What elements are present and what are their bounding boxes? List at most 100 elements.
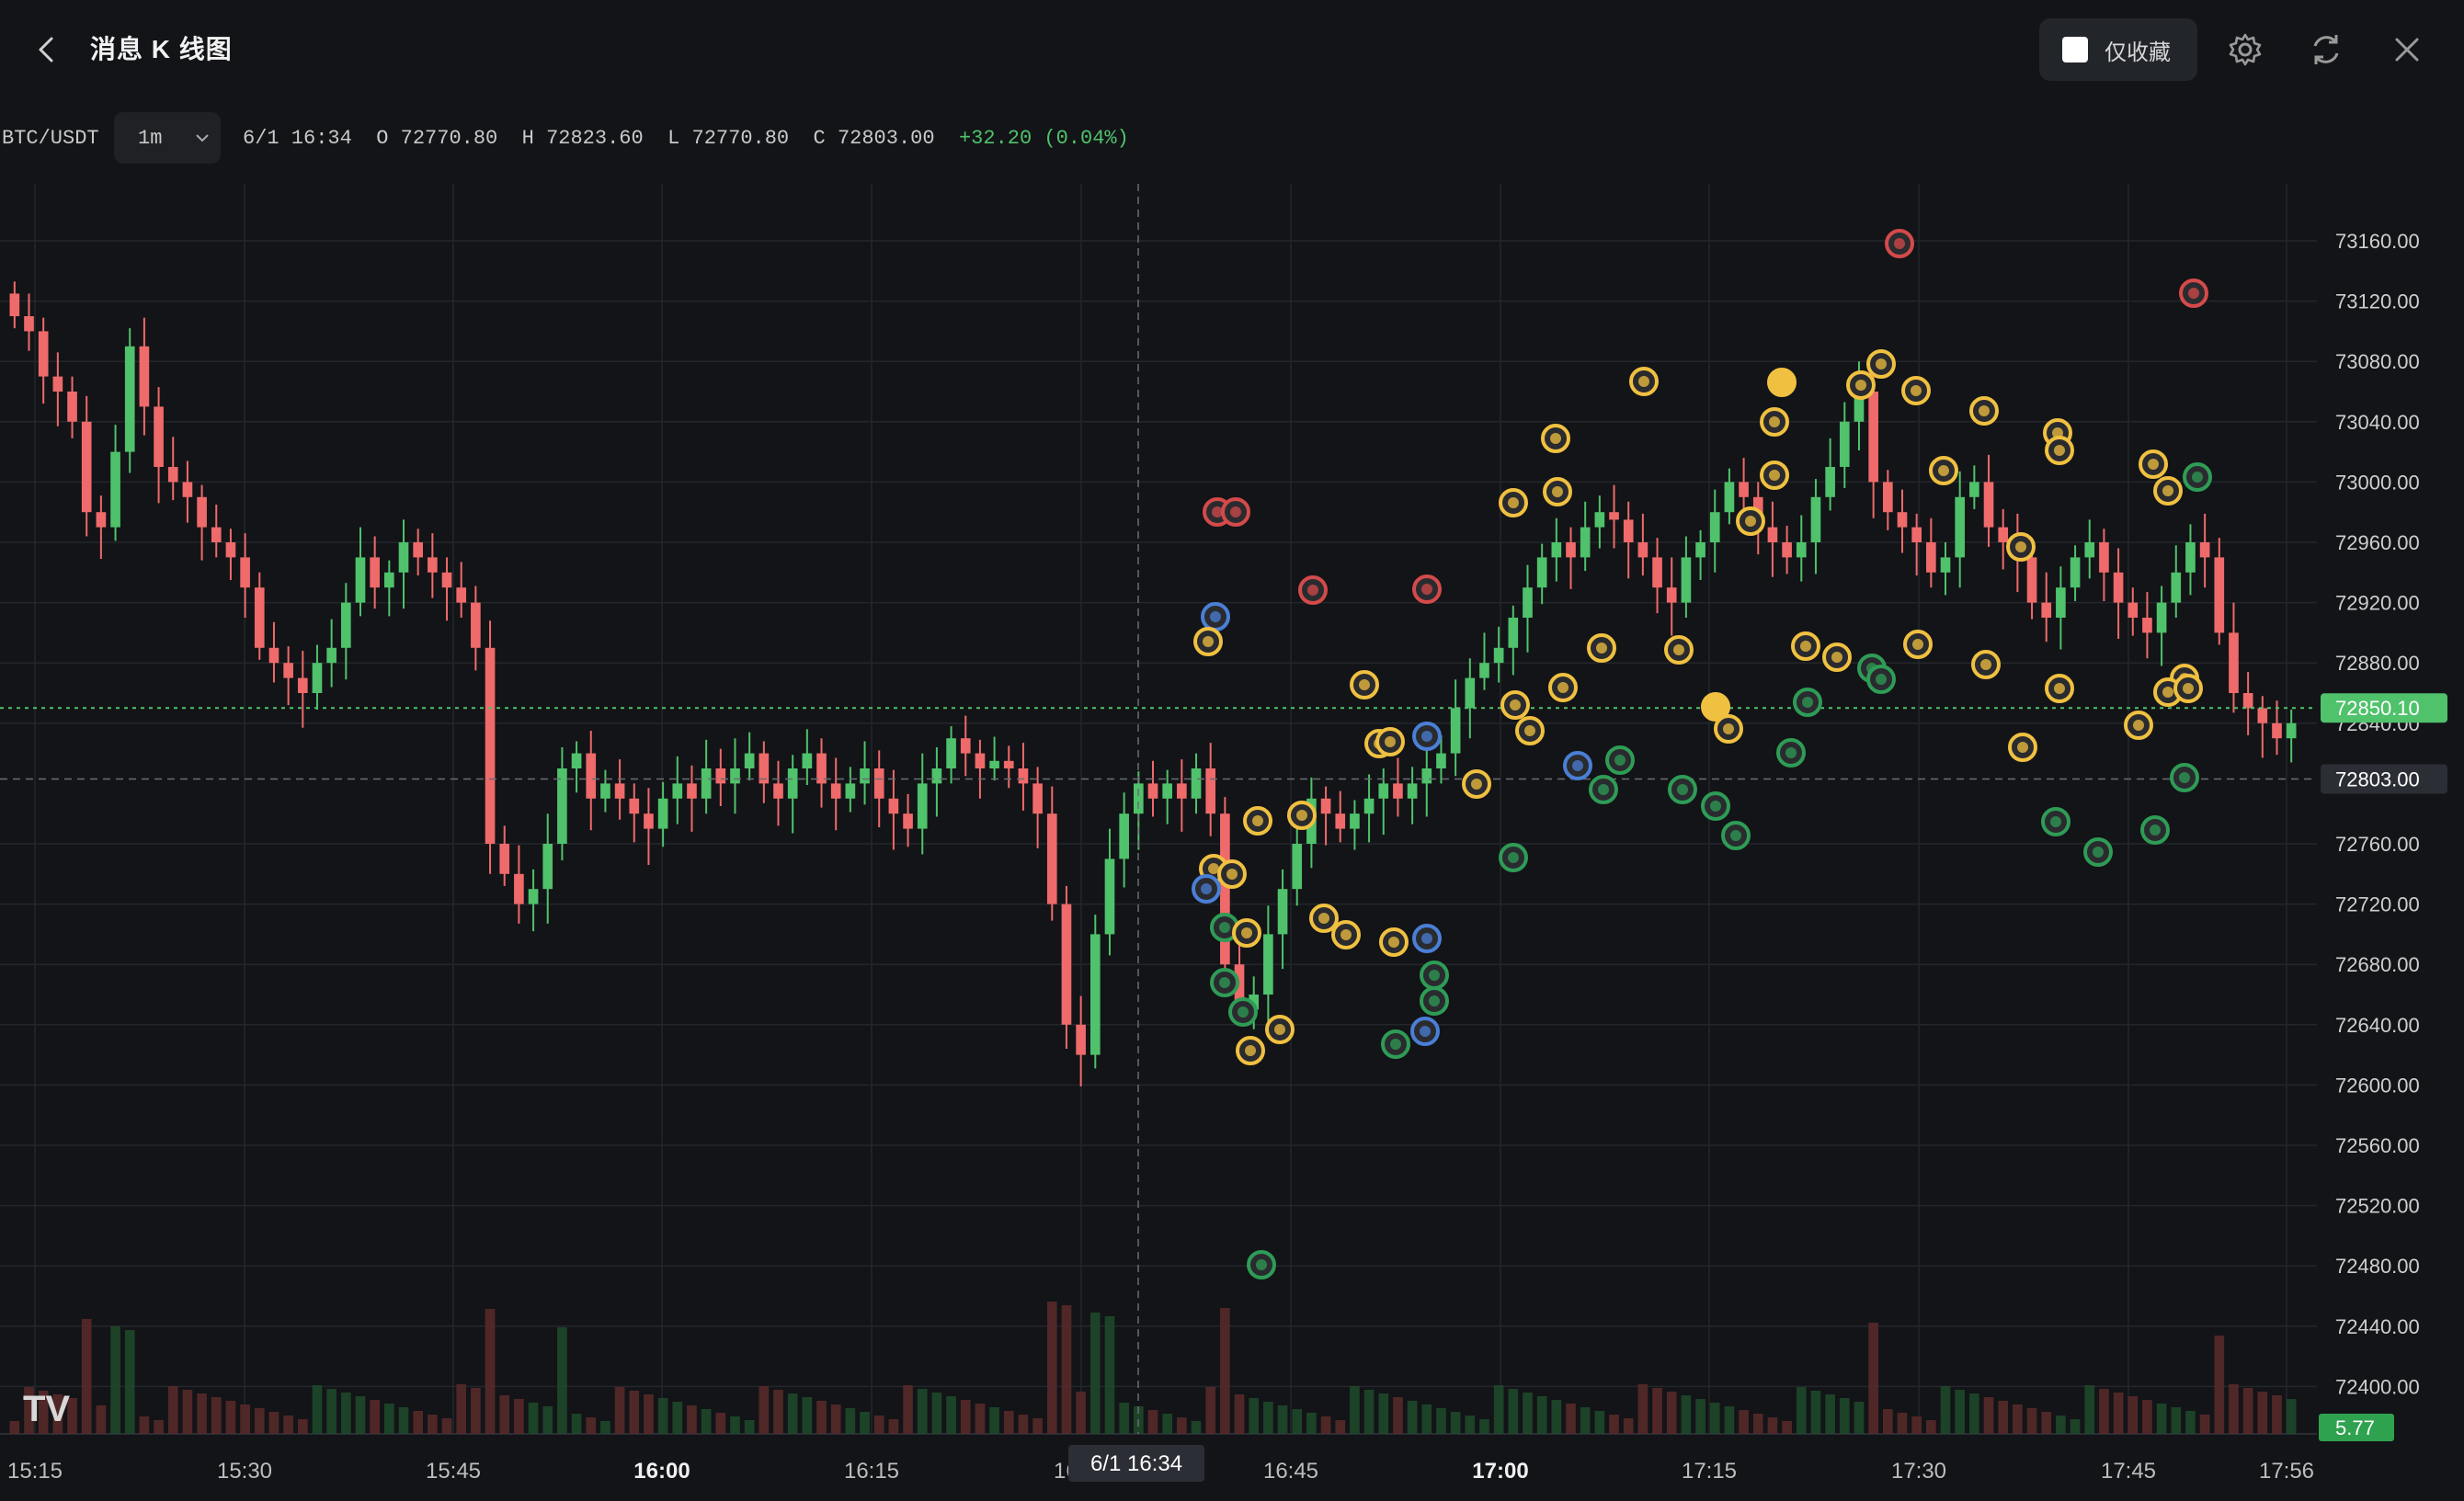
news-marker-dot	[1208, 863, 1219, 874]
candle-body	[1018, 768, 1029, 784]
volume-bar	[1767, 1417, 1778, 1434]
candle-body	[1940, 557, 1951, 573]
volume-bar	[1969, 1393, 1979, 1434]
gear-icon[interactable]	[2225, 29, 2265, 70]
volume-bar	[1162, 1414, 1173, 1434]
volume-bar	[672, 1402, 683, 1434]
x-tick-label: 17:15	[1682, 1459, 1737, 1484]
close-icon[interactable]	[2387, 29, 2427, 70]
news-markers[interactable]	[1192, 229, 2212, 1279]
candle-body	[1868, 392, 1878, 483]
candle-body	[1378, 783, 1389, 799]
candle-body	[124, 346, 135, 452]
volume-bar	[1782, 1421, 1792, 1434]
checkbox[interactable]	[2062, 37, 2088, 63]
chart-canvas[interactable]: 73160.00 73120.00 73080.00 73040.00 73000.00…	[0, 184, 2464, 1496]
volume-bar	[9, 1421, 20, 1434]
candle-body	[2156, 602, 2167, 633]
volume-bar	[312, 1385, 323, 1434]
y-tick-label: 73040.00	[2335, 411, 2420, 434]
volume-bar	[441, 1418, 452, 1434]
x-tick-label: 16:15	[844, 1459, 899, 1484]
change-value: +32.20 (0.04%)	[958, 127, 1129, 150]
volume-bar	[167, 1386, 178, 1434]
refresh-icon[interactable]	[2306, 29, 2346, 70]
candle-body	[1493, 647, 1504, 664]
volume-bar	[1536, 1396, 1547, 1434]
open-value: 72770.80	[400, 127, 498, 150]
volume-bar	[2084, 1385, 2095, 1434]
chevron-left-icon[interactable]	[28, 31, 64, 68]
news-marker-dot	[1723, 723, 1734, 734]
volume-bar	[1089, 1313, 1101, 1434]
news-marker-dot	[1710, 801, 1721, 812]
news-marker-dot	[2148, 459, 2159, 470]
news-marker-dot	[1203, 636, 1214, 647]
candle-body	[182, 482, 193, 497]
volume-bar	[1810, 1391, 1821, 1434]
news-marker-dot	[1508, 852, 1519, 863]
volume-bar	[1479, 1419, 1489, 1434]
volume-bar	[384, 1404, 394, 1434]
volume-bar	[528, 1403, 539, 1434]
news-marker-dot	[2015, 541, 2026, 552]
x-tick-label: 17:45	[2101, 1459, 2156, 1484]
candle-body	[2185, 542, 2196, 573]
favorites-only-toggle[interactable]: 仅收藏	[2039, 18, 2197, 81]
candle-body	[1897, 512, 1908, 528]
candle-body	[1292, 844, 1303, 890]
x-tick-label: 17:00	[1472, 1459, 1528, 1484]
volume-bar	[802, 1397, 813, 1434]
candle-body	[1983, 482, 1994, 528]
news-marker-dot	[2179, 772, 2190, 783]
volume-bar	[456, 1384, 467, 1434]
candle-body	[1998, 527, 2009, 542]
y-tick-label: 72400.00	[2335, 1375, 2420, 1398]
volume-bar	[975, 1404, 986, 1434]
candle-body	[873, 768, 884, 799]
volume-bar	[1796, 1387, 1807, 1434]
news-marker-dot	[2052, 427, 2063, 438]
volume-bar	[542, 1406, 553, 1434]
volume-bar	[1450, 1412, 1461, 1434]
news-marker-dot	[1256, 1259, 1267, 1270]
candle-body	[773, 783, 783, 799]
volume-bar	[1421, 1404, 1432, 1434]
volume-bar	[2272, 1395, 2282, 1434]
news-marker-dot	[1252, 815, 1263, 826]
candle-body	[1162, 783, 1173, 799]
tradingview-logo-icon: TV	[23, 1389, 70, 1429]
y-tick-label: 72760.00	[2335, 833, 2420, 856]
candle-body	[2113, 572, 2124, 603]
volume-bar	[830, 1404, 841, 1434]
news-marker-dot	[1980, 659, 1991, 670]
candle-body	[1623, 519, 1634, 542]
volume-bar	[1436, 1408, 1446, 1434]
candlestick-chart[interactable]: 73160.00 73120.00 73080.00 73040.00 73000.00…	[0, 184, 2464, 1496]
candle-body	[154, 406, 164, 467]
volume-bar	[946, 1396, 956, 1434]
candle-body	[139, 346, 150, 407]
candle-body	[38, 331, 49, 377]
news-marker-dot	[1219, 977, 1230, 988]
candle-body	[1566, 542, 1576, 558]
candle-body	[1796, 542, 1807, 558]
volume-bar	[283, 1416, 293, 1434]
news-marker-dot	[1388, 937, 1399, 948]
volume-bar	[873, 1416, 884, 1434]
candle-body	[1969, 482, 1979, 497]
candle-body	[687, 783, 697, 799]
volume-bar	[2056, 1416, 2066, 1434]
volume-bar	[1724, 1406, 1735, 1434]
volume-bar	[326, 1389, 337, 1434]
volume-bar	[1637, 1384, 1648, 1434]
interval-select[interactable]: 1m	[114, 112, 221, 164]
candle-body	[787, 768, 798, 799]
candle-body	[2242, 693, 2253, 709]
news-marker-dot	[1785, 747, 1797, 758]
volume-bar	[1378, 1393, 1389, 1434]
volume-bar	[557, 1327, 567, 1434]
news-marker-dot	[1911, 385, 1922, 396]
volume-bar	[730, 1416, 740, 1434]
candle-body	[514, 873, 524, 904]
